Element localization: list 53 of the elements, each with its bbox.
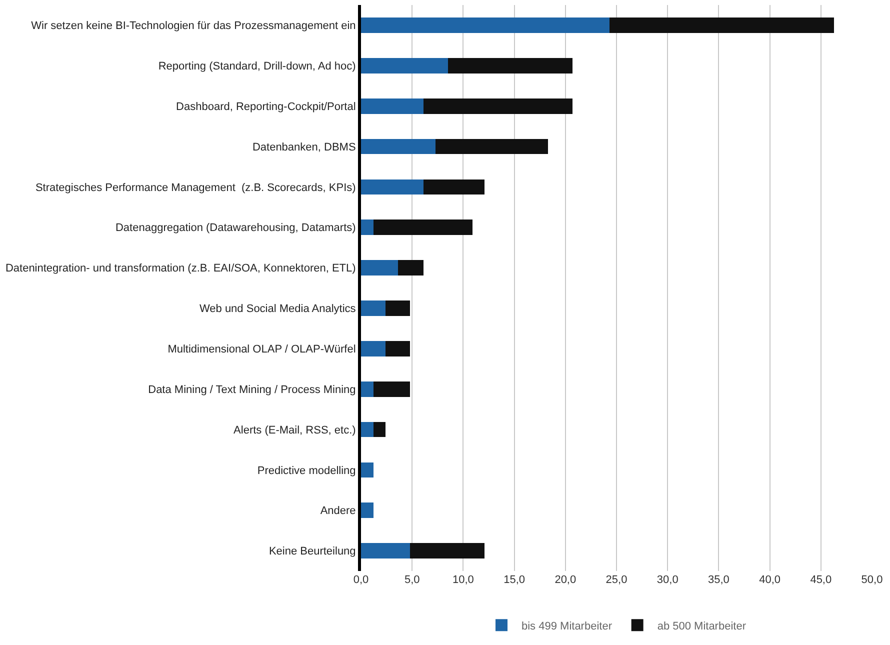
x-tick-label: 45,0: [810, 574, 832, 586]
bar: [373, 422, 386, 438]
bar: [373, 220, 472, 236]
x-tick-label: 15,0: [504, 574, 526, 586]
x-tick-label: 25,0: [606, 574, 628, 586]
x-tick-label: 10,0: [452, 574, 474, 586]
y-tick-label: Predictive modelling: [257, 464, 356, 477]
bar: [361, 543, 410, 558]
y-tick-label: Datenintegration- und transformation (z.B. EAI/SOA, Konnektoren, ETL): [5, 262, 356, 275]
bar: [410, 543, 485, 558]
bar: [361, 300, 386, 316]
bar: [361, 340, 386, 356]
legend-label: ab 500 Mitarbeiter: [657, 620, 746, 632]
x-tick-label: 5,0: [404, 574, 420, 586]
bar: [361, 58, 448, 74]
y-tick-label: Keine Beurteilung: [268, 546, 356, 558]
bar: [361, 138, 436, 154]
y-tick-label: Multidimensional OLAP / OLAP-Würfel: [168, 343, 356, 356]
bar: [361, 260, 398, 276]
x-tick-label: 50,0: [861, 574, 883, 586]
bar: [361, 98, 424, 114]
y-tick-label: Web und Social Media Analytics: [199, 303, 356, 316]
y-tick-label: Data Mining / Text Mining / Process Mining: [148, 384, 356, 396]
bar: [609, 18, 834, 33]
x-tick-label: 20,0: [554, 574, 576, 586]
bar: [448, 58, 573, 74]
x-tick-label: 40,0: [759, 574, 781, 586]
y-tick-label: Reporting (Standard, Drill-down, Ad hoc): [158, 60, 356, 72]
bar: [361, 18, 610, 33]
bar: [361, 381, 374, 397]
legend-label: bis 499 Mitarbeiter: [522, 620, 612, 632]
bar: [373, 381, 410, 397]
x-tick-label: 0,0: [353, 574, 369, 586]
x-tick-label: 30,0: [656, 574, 678, 586]
bar: [423, 179, 485, 195]
x-tick-label: 35,0: [708, 574, 730, 586]
bar: [398, 260, 424, 276]
bar: [386, 340, 410, 356]
bar: [436, 138, 548, 154]
bar: [361, 422, 374, 438]
y-tick-label: Wir setzen keine BI-Technologien für das Prozessmanagement ein: [31, 20, 356, 32]
y-tick-label: Andere: [320, 505, 356, 518]
bar: [361, 502, 374, 518]
y-tick-label: Dashboard, Reporting-Cockpit/Portal: [176, 100, 356, 113]
y-tick-label: Datenaggregation (Datawarehousing, Datamarts): [115, 222, 356, 234]
y-tick-label: Alerts (E-Mail, RSS, etc.): [234, 424, 356, 436]
bar: [423, 98, 573, 114]
bar: [386, 300, 410, 316]
y-tick-label: Strategisches Performance Management (z.B. Scorecards, KPIs): [35, 182, 356, 194]
y-tick-label: Datenbanken, DBMS: [252, 141, 356, 154]
bar: [361, 179, 424, 195]
bar: [361, 220, 374, 236]
bar: [361, 462, 374, 478]
